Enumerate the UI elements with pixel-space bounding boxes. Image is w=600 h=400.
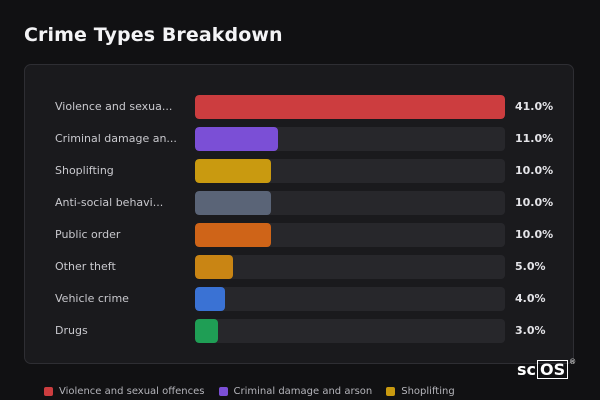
category-label: Drugs xyxy=(55,324,88,337)
category-label: Violence and sexua... xyxy=(55,100,173,113)
legend-label: Criminal damage and arson xyxy=(233,386,373,397)
category-label: Vehicle crime xyxy=(55,292,129,305)
logo-registered-mark: ® xyxy=(569,358,577,366)
category-label: Shoplifting xyxy=(55,164,114,177)
bar-track xyxy=(195,95,505,119)
category-label: Criminal damage an... xyxy=(55,132,177,145)
bar-track xyxy=(195,191,505,215)
legend-item: Violence and sexual offences xyxy=(44,386,205,397)
bar-row: Anti-social behavi... 10.0% xyxy=(25,191,575,215)
bar-row: Violence and sexua... 41.0% xyxy=(25,95,575,119)
scos-logo: sc OS ® xyxy=(517,358,577,379)
bar-row: Vehicle crime 4.0% xyxy=(25,287,575,311)
chart-legend: Violence and sexual offences Criminal dam… xyxy=(44,386,469,397)
value-label: 10.0% xyxy=(515,196,554,209)
logo-text-boxed: OS xyxy=(537,360,569,379)
bar-track xyxy=(195,255,505,279)
chart-title: Crime Types Breakdown xyxy=(24,24,283,46)
bar xyxy=(195,191,271,215)
legend-item: Criminal damage and arson xyxy=(218,386,373,397)
value-label: 11.0% xyxy=(515,132,554,145)
bar xyxy=(195,95,505,119)
bar-track xyxy=(195,223,505,247)
bar xyxy=(195,319,218,343)
legend-label: Shoplifting xyxy=(401,386,455,397)
chart-panel: Violence and sexua... 41.0% Criminal damag… xyxy=(24,64,574,364)
legend-swatch xyxy=(44,387,53,396)
value-label: 10.0% xyxy=(515,228,554,241)
logo-text-left: sc xyxy=(517,360,537,379)
bar-row: Shoplifting 10.0% xyxy=(25,159,575,183)
category-label: Other theft xyxy=(55,260,116,273)
bar xyxy=(195,255,233,279)
bar xyxy=(195,223,271,247)
bar xyxy=(195,127,279,151)
bar-track xyxy=(195,319,505,343)
value-label: 10.0% xyxy=(515,164,554,177)
bar-row: Public order 10.0% xyxy=(25,223,575,247)
category-label: Anti-social behavi... xyxy=(55,196,164,209)
legend-label: Violence and sexual offences xyxy=(59,386,205,397)
legend-swatch xyxy=(218,387,228,396)
value-label: 5.0% xyxy=(515,260,546,273)
bar xyxy=(195,159,271,183)
bar-track xyxy=(195,127,505,151)
bar-row: Drugs 3.0% xyxy=(25,319,575,343)
value-label: 4.0% xyxy=(515,292,546,305)
bar-track xyxy=(195,287,505,311)
bar xyxy=(195,287,226,311)
bar-track xyxy=(195,159,505,183)
value-label: 41.0% xyxy=(515,100,554,113)
bar-row: Other theft 5.0% xyxy=(25,255,575,279)
category-label: Public order xyxy=(55,228,121,241)
legend-item: Shoplifting xyxy=(386,386,455,397)
legend-swatch xyxy=(386,387,396,396)
value-label: 3.0% xyxy=(515,324,546,337)
bar-row: Criminal damage an... 11.0% xyxy=(25,127,575,151)
